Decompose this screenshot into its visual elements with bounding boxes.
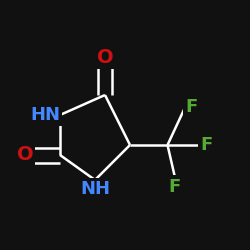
Text: HN: HN xyxy=(30,106,60,124)
Text: F: F xyxy=(185,98,197,116)
Text: F: F xyxy=(200,136,212,154)
Text: O: O xyxy=(17,146,33,165)
Text: O: O xyxy=(97,48,113,67)
Text: NH: NH xyxy=(80,180,110,198)
Text: F: F xyxy=(169,178,181,196)
